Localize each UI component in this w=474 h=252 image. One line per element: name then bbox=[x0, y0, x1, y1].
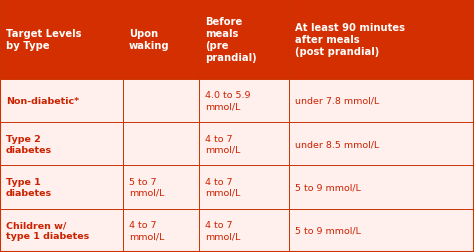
Text: 4 to 7
mmol/L: 4 to 7 mmol/L bbox=[205, 134, 240, 154]
Text: Target Levels
by Type: Target Levels by Type bbox=[6, 29, 81, 51]
Text: under 7.8 mmol/L: under 7.8 mmol/L bbox=[295, 97, 379, 105]
Text: Children w/
type 1 diabetes: Children w/ type 1 diabetes bbox=[6, 220, 89, 240]
Text: 4 to 7
mmol/L: 4 to 7 mmol/L bbox=[205, 220, 240, 240]
Text: 5 to 9 mmol/L: 5 to 9 mmol/L bbox=[295, 226, 361, 235]
Text: 4.0 to 5.9
mmol/L: 4.0 to 5.9 mmol/L bbox=[205, 91, 250, 111]
Text: 4 to 7
mmol/L: 4 to 7 mmol/L bbox=[129, 220, 164, 240]
Bar bbox=[0, 122, 474, 166]
Text: 5 to 7
mmol/L: 5 to 7 mmol/L bbox=[129, 177, 164, 197]
Text: Before
meals
(pre
prandial): Before meals (pre prandial) bbox=[205, 17, 256, 62]
Text: Upon
waking: Upon waking bbox=[129, 29, 170, 51]
Bar bbox=[0, 166, 474, 209]
Bar bbox=[0, 79, 474, 122]
Text: Type 1
diabetes: Type 1 diabetes bbox=[6, 177, 52, 197]
Text: At least 90 minutes
after meals
(post prandial): At least 90 minutes after meals (post pr… bbox=[295, 23, 405, 57]
Text: 4 to 7
mmol/L: 4 to 7 mmol/L bbox=[205, 177, 240, 197]
Bar bbox=[0, 209, 474, 252]
Text: Type 2
diabetes: Type 2 diabetes bbox=[6, 134, 52, 154]
Text: under 8.5 mmol/L: under 8.5 mmol/L bbox=[295, 140, 379, 149]
Bar bbox=[0, 0, 474, 79]
Text: Non-diabetic*: Non-diabetic* bbox=[6, 97, 79, 105]
Text: 5 to 9 mmol/L: 5 to 9 mmol/L bbox=[295, 183, 361, 192]
